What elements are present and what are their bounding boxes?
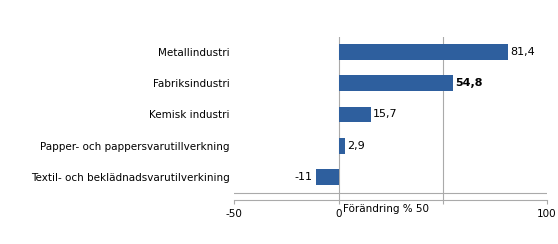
Text: -11: -11 [295, 172, 312, 182]
Bar [339, 107, 371, 122]
Text: 81,4: 81,4 [510, 47, 535, 57]
Text: 15,7: 15,7 [373, 109, 398, 119]
Text: 54,8: 54,8 [455, 78, 482, 88]
Text: Förändring % 50: Förändring % 50 [343, 203, 429, 214]
Text: 2,9: 2,9 [347, 141, 364, 151]
Bar [316, 169, 339, 185]
Bar [339, 138, 344, 153]
Bar [339, 75, 453, 91]
Bar [339, 44, 508, 60]
